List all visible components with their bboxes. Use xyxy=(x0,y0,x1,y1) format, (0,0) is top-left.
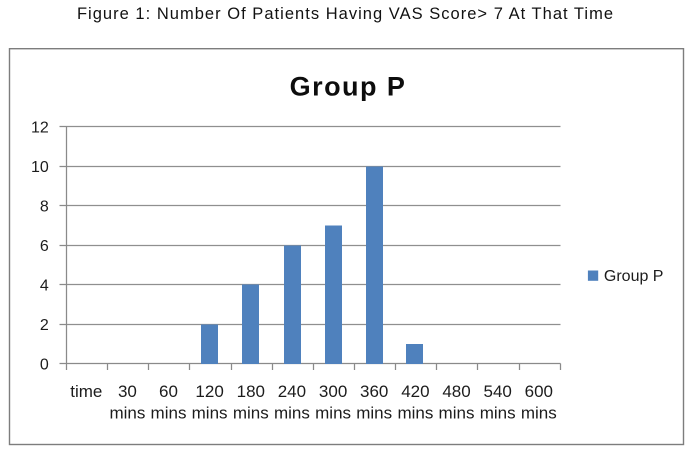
svg-text:Group P: Group P xyxy=(604,268,664,285)
svg-text:mins: mins xyxy=(356,403,392,422)
svg-text:mins: mins xyxy=(397,403,433,422)
svg-text:540: 540 xyxy=(484,382,512,401)
svg-text:4: 4 xyxy=(40,277,49,294)
svg-text:360: 360 xyxy=(360,382,388,401)
svg-text:8: 8 xyxy=(40,198,49,215)
svg-text:mins: mins xyxy=(274,403,310,422)
svg-text:10: 10 xyxy=(31,159,49,176)
svg-text:mins: mins xyxy=(192,403,228,422)
svg-text:6: 6 xyxy=(40,238,49,255)
svg-text:600: 600 xyxy=(525,382,553,401)
svg-text:Group P: Group P xyxy=(290,71,407,101)
svg-text:240: 240 xyxy=(278,382,306,401)
svg-text:420: 420 xyxy=(401,382,429,401)
svg-text:mins: mins xyxy=(439,403,475,422)
svg-text:mins: mins xyxy=(521,403,557,422)
svg-text:120: 120 xyxy=(195,382,223,401)
svg-text:0: 0 xyxy=(40,356,49,373)
svg-text:60: 60 xyxy=(159,382,178,401)
svg-text:mins: mins xyxy=(233,403,269,422)
svg-text:mins: mins xyxy=(151,403,187,422)
svg-text:12: 12 xyxy=(31,119,49,136)
svg-text:mins: mins xyxy=(109,403,145,422)
svg-text:Figure 1: Number Of Patients H: Figure 1: Number Of Patients Having VAS … xyxy=(77,5,614,23)
svg-text:30: 30 xyxy=(118,382,137,401)
svg-text:mins: mins xyxy=(480,403,516,422)
svg-text:300: 300 xyxy=(319,382,347,401)
svg-text:mins: mins xyxy=(315,403,351,422)
svg-text:2: 2 xyxy=(40,317,49,334)
svg-text:480: 480 xyxy=(442,382,470,401)
svg-text:180: 180 xyxy=(237,382,265,401)
svg-text:time: time xyxy=(70,382,102,401)
